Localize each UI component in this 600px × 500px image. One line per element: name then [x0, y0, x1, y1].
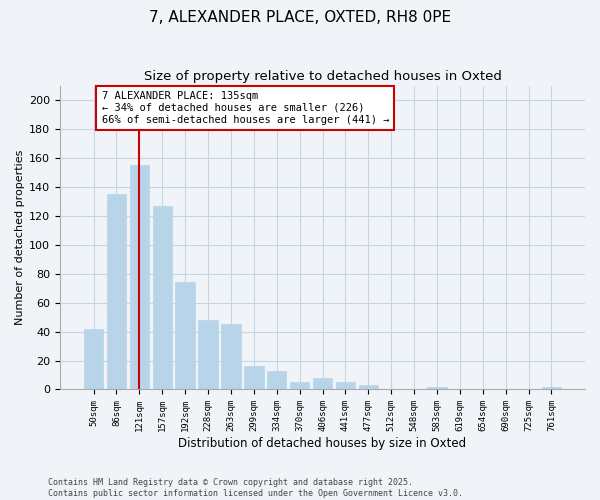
Bar	[221, 324, 241, 390]
Text: 7, ALEXANDER PLACE, OXTED, RH8 0PE: 7, ALEXANDER PLACE, OXTED, RH8 0PE	[149, 10, 451, 25]
Text: Contains HM Land Registry data © Crown copyright and database right 2025.
Contai: Contains HM Land Registry data © Crown c…	[48, 478, 463, 498]
Bar	[267, 370, 286, 390]
Bar	[542, 386, 561, 390]
Bar	[130, 165, 149, 390]
Bar	[199, 320, 218, 390]
Bar	[107, 194, 126, 390]
Bar	[290, 382, 310, 390]
X-axis label: Distribution of detached houses by size in Oxted: Distribution of detached houses by size …	[178, 437, 467, 450]
Bar	[335, 382, 355, 390]
Bar	[84, 328, 103, 390]
Title: Size of property relative to detached houses in Oxted: Size of property relative to detached ho…	[143, 70, 502, 83]
Bar	[152, 206, 172, 390]
Bar	[359, 385, 378, 390]
Bar	[427, 386, 446, 390]
Text: 7 ALEXANDER PLACE: 135sqm
← 34% of detached houses are smaller (226)
66% of semi: 7 ALEXANDER PLACE: 135sqm ← 34% of detac…	[101, 92, 389, 124]
Bar	[313, 378, 332, 390]
Y-axis label: Number of detached properties: Number of detached properties	[15, 150, 25, 325]
Bar	[244, 366, 263, 390]
Bar	[175, 282, 195, 390]
